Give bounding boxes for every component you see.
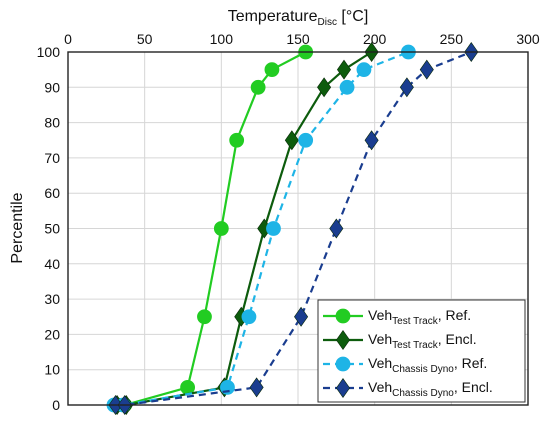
legend-label: VehTest Track, Ref. — [368, 307, 471, 327]
legend-label: VehChassis Dyno, Encl. — [368, 379, 493, 399]
data-point — [249, 377, 264, 398]
y-tick-labels: 0 10 20 30 40 50 60 70 80 90 100 — [37, 44, 61, 413]
y-tick-label: 50 — [44, 221, 60, 237]
y-tick-label: 90 — [44, 79, 60, 95]
data-point — [241, 309, 257, 325]
y-tick-label: 40 — [44, 256, 60, 272]
legend-entry: VehChassis Dyno, Encl. — [323, 378, 493, 399]
x-tick-label: 50 — [137, 31, 153, 47]
data-point — [266, 221, 281, 236]
x-axis-title: TemperatureDisc [°C] — [228, 8, 369, 28]
y-tick-label: 10 — [44, 362, 60, 378]
x-tick-label: 100 — [210, 31, 234, 47]
data-point — [284, 130, 299, 151]
data-point — [419, 59, 434, 80]
data-point — [250, 79, 266, 95]
data-point — [197, 309, 212, 325]
legend-marker — [335, 378, 351, 398]
legend-entry: VehTest Track, Encl. — [323, 330, 477, 351]
data-point — [317, 77, 332, 98]
y-tick-label: 80 — [44, 115, 60, 131]
legend-marker — [335, 308, 351, 324]
x-tick-label: 0 — [64, 31, 72, 47]
x-tick-label: 150 — [286, 31, 310, 47]
data-point — [264, 62, 280, 78]
y-tick-label: 30 — [44, 291, 60, 307]
data-point — [399, 77, 414, 98]
data-point — [213, 221, 229, 236]
legend-label: VehTest Track, Encl. — [368, 331, 477, 351]
data-point — [364, 130, 379, 151]
legend-entry: VehTest Track, Ref. — [323, 307, 471, 327]
y-axis-title: Percentile — [9, 192, 26, 263]
data-point — [339, 79, 355, 95]
y-tick-label: 100 — [37, 44, 61, 60]
data-point — [229, 132, 245, 148]
y-tick-label: 60 — [44, 185, 60, 201]
series-line — [115, 50, 472, 407]
legend-entry: VehChassis Dyno, Ref. — [323, 355, 487, 375]
data-point — [329, 218, 344, 239]
x-tick-label: 300 — [516, 31, 540, 47]
x-tick-label: 200 — [363, 31, 387, 47]
y-tick-label: 0 — [52, 397, 60, 413]
legend: VehTest Track, Ref. VehTest Track, Encl. V… — [317, 299, 526, 403]
legend-label: VehChassis Dyno, Ref. — [368, 355, 487, 375]
y-tick-label: 20 — [44, 326, 60, 342]
data-point — [336, 59, 352, 80]
data-point — [356, 62, 372, 78]
legend-marker — [335, 356, 351, 372]
plot-frame — [67, 51, 529, 406]
x-tick-label: 250 — [440, 31, 464, 47]
x-tick-labels: 0 50 100 150 200 250 300 — [64, 31, 540, 47]
data-point — [294, 306, 309, 327]
y-tick-label: 70 — [44, 150, 60, 166]
series-layer — [106, 42, 479, 415]
legend-marker — [335, 330, 351, 350]
data-point — [298, 132, 314, 148]
series-4 — [108, 42, 479, 415]
